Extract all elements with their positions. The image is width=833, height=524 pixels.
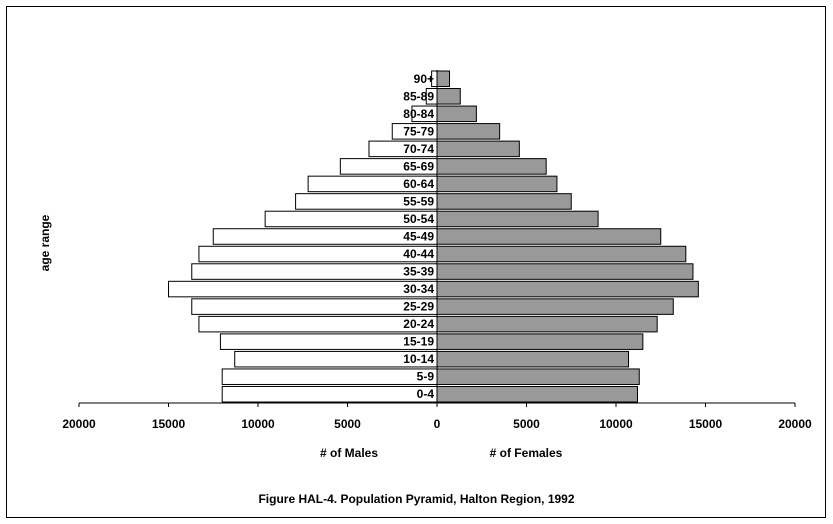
category-label-25-29: 25-29	[403, 300, 434, 314]
category-label-85-89: 85-89	[403, 89, 434, 103]
category-label-55-59: 55-59	[403, 194, 434, 208]
bar-females-80-84	[436, 105, 477, 123]
bar-females-45-49	[436, 228, 662, 245]
x-ticks-group: 20000 15000 10000 5000 0 5000 10000 15000 20000	[62, 403, 812, 431]
bar-males-0-4	[221, 385, 438, 403]
bar-females-20-24	[436, 315, 658, 333]
y-axis-label: age range	[38, 214, 52, 271]
x-tick-label: 0	[434, 417, 441, 431]
category-label-65-69: 65-69	[403, 159, 434, 173]
x-tick-label: 15000	[152, 417, 186, 431]
bar-females-85-89	[436, 88, 461, 105]
bar-females-60-64	[436, 175, 558, 193]
bar-females-0-4	[436, 385, 638, 403]
x-axis-label-females: # of Females	[490, 446, 563, 460]
bar-females-10-14	[436, 350, 630, 368]
category-label-40-44: 40-44	[403, 247, 434, 261]
bar-females-75-79	[436, 123, 501, 140]
category-labels-group: 0-4 5-9 10-14 15-19 20-24 25-29 30-34 35-39 40-4…	[403, 72, 434, 401]
x-tick-label: 10000	[241, 417, 275, 431]
bar-females-55-59	[436, 193, 572, 210]
bars-group	[168, 70, 699, 403]
x-axis-label-males: # of Males	[320, 446, 378, 460]
bar-males-20-24	[198, 315, 438, 333]
category-label-60-64: 60-64	[403, 177, 434, 191]
bar-females-35-39	[436, 263, 694, 280]
category-label-20-24: 20-24	[403, 317, 434, 331]
bar-females-15-19	[436, 333, 644, 350]
x-tick-label: 5000	[513, 417, 540, 431]
category-label-0-4: 0-4	[417, 387, 435, 401]
bar-females-40-44	[436, 245, 687, 263]
bar-females-70-74	[436, 140, 520, 158]
x-tick-label: 10000	[599, 417, 633, 431]
bar-females-65-69	[436, 158, 547, 175]
bar-males-5-9	[221, 368, 438, 385]
category-label-75-79: 75-79	[403, 124, 434, 138]
figure-caption: Figure HAL-4. Population Pyramid, Halton…	[258, 492, 575, 506]
category-label-10-14: 10-14	[403, 352, 434, 366]
category-label-45-49: 45-49	[403, 230, 434, 244]
category-label-50-54: 50-54	[403, 212, 434, 226]
bar-females-30-34	[436, 280, 699, 298]
bar-males-30-34	[168, 280, 438, 298]
category-label-30-34: 30-34	[403, 282, 434, 296]
category-label-80-84: 80-84	[403, 107, 434, 121]
bar-males-40-44	[198, 245, 438, 263]
bar-females-90+	[436, 70, 451, 88]
category-label-15-19: 15-19	[403, 335, 434, 349]
x-tick-label: 20000	[778, 417, 812, 431]
bar-females-50-54	[436, 210, 599, 228]
bar-males-25-29	[191, 298, 438, 315]
x-tick-label: 20000	[62, 417, 96, 431]
x-tick-label: 15000	[689, 417, 723, 431]
bar-females-5-9	[436, 368, 640, 385]
category-label-90+: 90+	[414, 72, 434, 86]
bar-females-25-29	[436, 298, 674, 315]
bar-males-35-39	[191, 263, 438, 280]
x-tick-label: 5000	[334, 417, 361, 431]
category-label-5-9: 5-9	[417, 370, 435, 384]
category-label-35-39: 35-39	[403, 265, 434, 279]
category-label-70-74: 70-74	[403, 142, 434, 156]
